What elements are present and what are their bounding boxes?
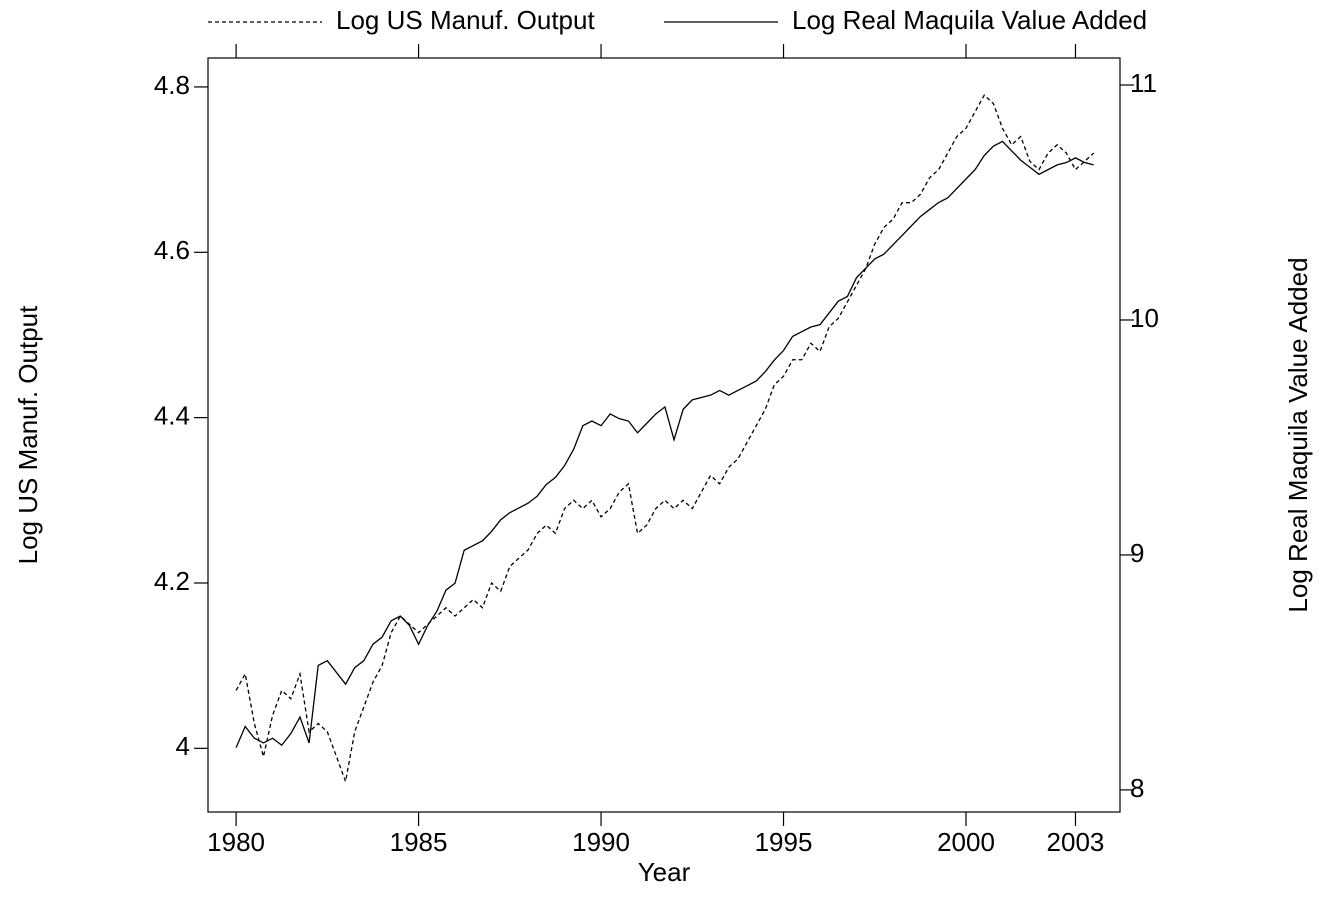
legend-label: Log Real Maquila Value Added	[792, 5, 1147, 35]
y-axis-title: Log US Manuf. Output	[13, 305, 43, 564]
y-tick-label: 4.6	[154, 235, 190, 265]
y-tick-label: 4	[176, 731, 190, 761]
y2-tick-label: 11	[1130, 68, 1157, 98]
x-tick-label: 1980	[207, 827, 265, 857]
y-tick-label: 4.4	[154, 401, 190, 431]
y-tick-label: 4.8	[154, 70, 190, 100]
series-line	[235, 140, 1094, 748]
plot-frame	[207, 57, 1121, 813]
y2-axis-title: Log Real Maquila Value Added	[1283, 257, 1313, 612]
x-tick-label: 1985	[390, 827, 448, 857]
series-line	[235, 94, 1095, 784]
x-tick-label: 2000	[937, 827, 995, 857]
y2-tick-label: 10	[1130, 303, 1159, 333]
x-axis-title: Year	[638, 857, 691, 887]
legend-label: Log US Manuf. Output	[336, 5, 595, 35]
y2-tick-label: 9	[1130, 538, 1144, 568]
x-tick-label: 1990	[572, 827, 630, 857]
y-tick-label: 4.2	[154, 566, 190, 596]
x-tick-label: 1995	[755, 827, 813, 857]
x-tick-label: 2003	[1047, 827, 1105, 857]
y2-tick-label: 8	[1130, 773, 1144, 803]
